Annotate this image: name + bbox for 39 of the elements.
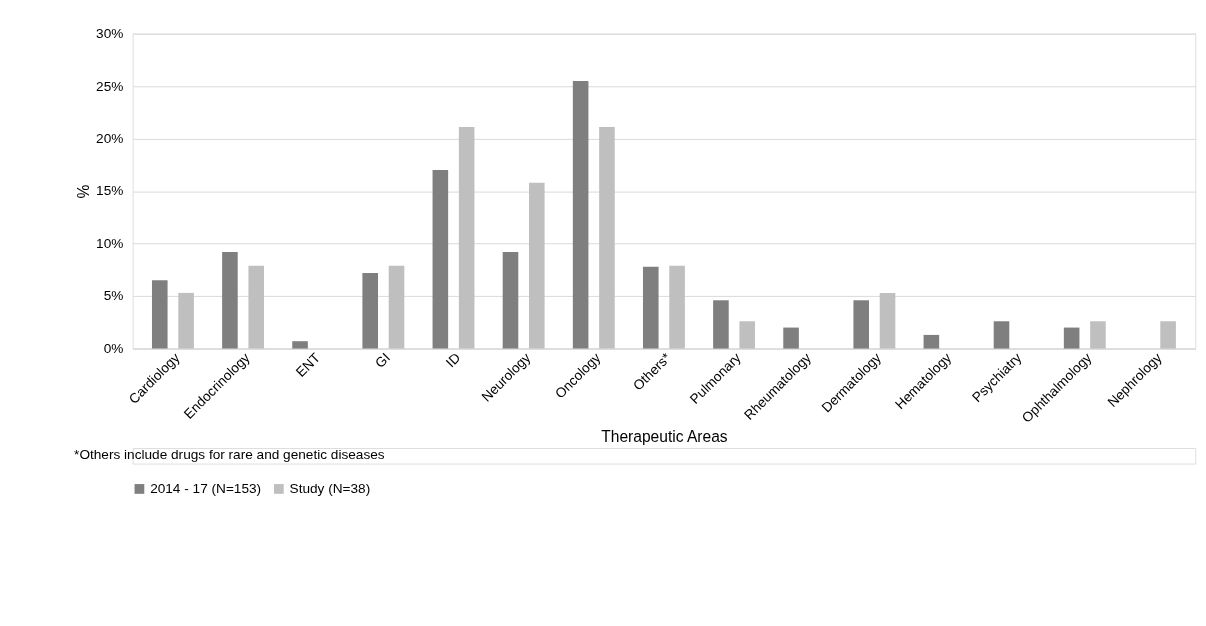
bar — [669, 265, 685, 349]
bar — [222, 251, 238, 349]
bar — [529, 182, 545, 349]
bar — [292, 341, 308, 349]
bar — [1063, 327, 1080, 349]
bar — [783, 327, 799, 349]
y-tick-label: 25% — [96, 78, 124, 94]
bar — [248, 265, 265, 349]
bar — [642, 266, 659, 349]
x-tick-label: ID — [442, 349, 464, 371]
bar — [713, 300, 729, 349]
bar — [993, 321, 1010, 349]
y-tick-label: 10% — [96, 235, 124, 251]
legend-label: 2014 - 17 (N=153) — [150, 480, 262, 496]
bar — [458, 127, 475, 349]
legend-label: Study (N=38) — [289, 480, 371, 496]
y-tick-label: 15% — [96, 183, 124, 199]
y-tick-label: 30% — [96, 26, 124, 42]
bar — [178, 292, 194, 349]
text: *Others include drugs for rare and genetic diseases — [74, 446, 385, 462]
bar — [879, 292, 896, 349]
y-tick-label: 0% — [103, 340, 124, 356]
bar — [739, 321, 756, 349]
y-tick-label: 5% — [103, 288, 124, 304]
bar — [572, 80, 589, 349]
bar — [853, 300, 870, 349]
bar — [388, 265, 405, 349]
bar — [432, 170, 449, 349]
y-tick-label: 20% — [96, 131, 124, 147]
y-axis-title: % — [75, 184, 93, 199]
x-tick-label: GI — [372, 350, 394, 371]
bar — [1160, 321, 1176, 349]
bar — [923, 334, 940, 349]
bar — [362, 272, 378, 349]
x-axis-title: Therapeutic Areas — [601, 428, 728, 446]
bar — [599, 127, 615, 349]
bar — [502, 251, 519, 349]
bar — [151, 280, 168, 349]
bar — [1090, 321, 1106, 349]
